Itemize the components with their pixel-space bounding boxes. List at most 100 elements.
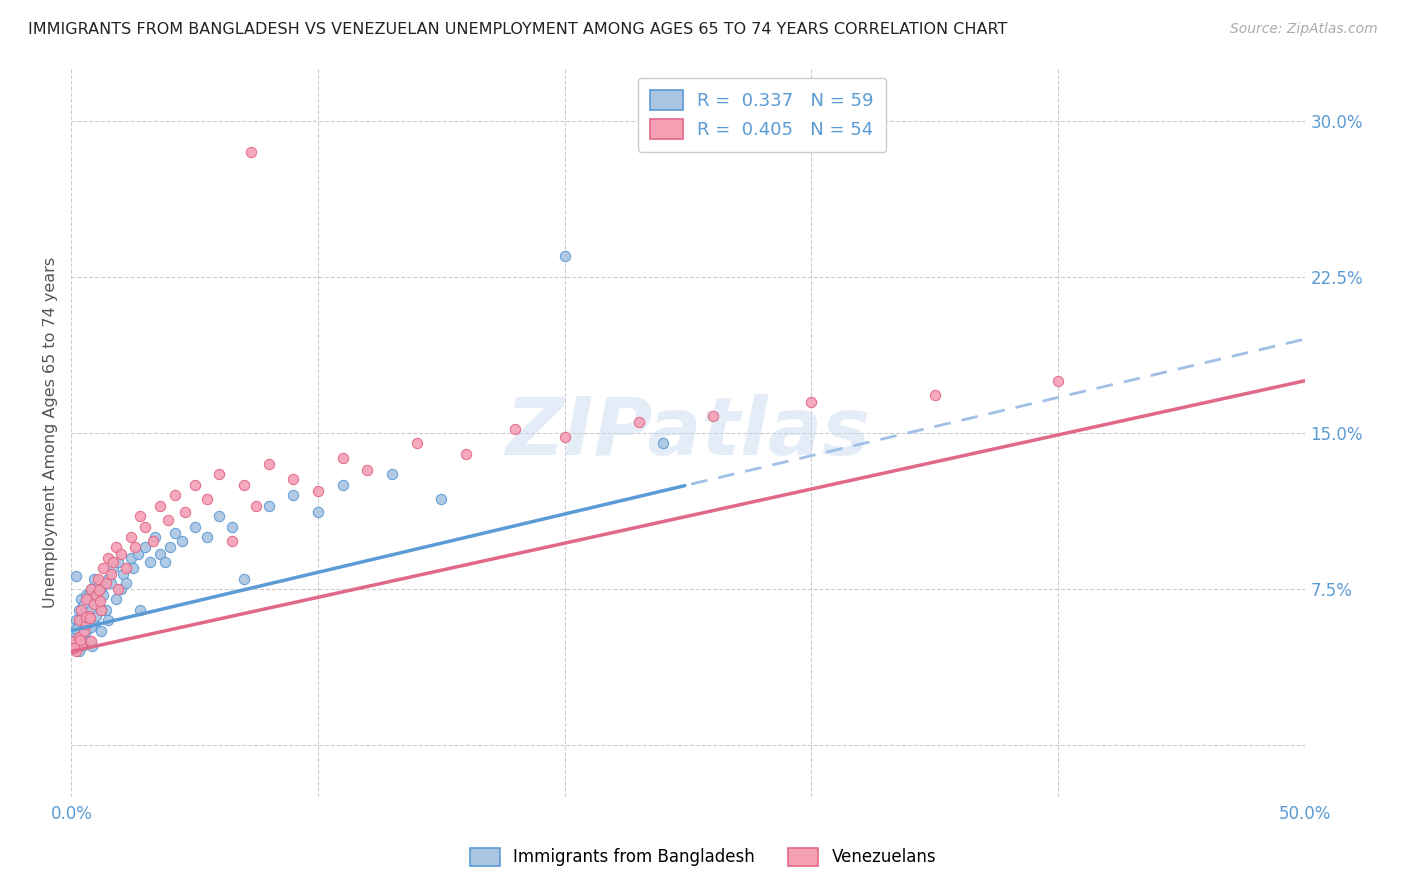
Point: [77, 609, 100, 624]
Point: [172, 534, 194, 549]
Point: [77, 634, 100, 648]
Point: [87, 577, 110, 591]
Point: [97, 550, 120, 565]
Point: [139, 555, 162, 569]
Point: [67, 613, 90, 627]
Point: [72, 597, 94, 611]
Point: [90, 624, 112, 638]
Point: [149, 547, 172, 561]
Point: [72, 609, 94, 624]
Point: [87, 582, 110, 597]
Point: [122, 561, 145, 575]
Point: [233, 572, 256, 586]
Point: [800, 394, 823, 409]
Point: [107, 582, 129, 596]
Point: [90, 582, 112, 596]
Point: [70, 630, 93, 644]
Point: [87, 597, 110, 611]
Point: [183, 478, 205, 492]
Point: [93, 561, 115, 575]
Point: [75, 617, 97, 632]
Point: [240, 145, 263, 159]
Point: [84, 588, 107, 602]
Point: [702, 409, 724, 424]
Point: [97, 572, 120, 586]
Point: [173, 505, 195, 519]
Point: [114, 575, 136, 590]
Point: [332, 478, 354, 492]
Point: [94, 575, 117, 590]
Point: [627, 416, 650, 430]
Legend: R =  0.337   N = 59, R =  0.405   N = 54: R = 0.337 N = 59, R = 0.405 N = 54: [638, 78, 886, 152]
Point: [96, 613, 118, 627]
Point: [75, 624, 97, 638]
Point: [110, 582, 132, 596]
Point: [84, 592, 107, 607]
Point: [195, 530, 218, 544]
Point: [70, 603, 93, 617]
Point: [63, 640, 86, 655]
Point: [120, 550, 142, 565]
Point: [75, 609, 97, 624]
Point: [67, 617, 90, 632]
Point: [82, 639, 104, 653]
Point: [120, 530, 142, 544]
Point: [72, 638, 94, 652]
Point: [79, 611, 101, 625]
Point: [505, 422, 527, 436]
Point: [104, 592, 127, 607]
Point: [80, 603, 103, 617]
Point: [134, 541, 156, 555]
Point: [283, 472, 305, 486]
Point: [142, 534, 165, 549]
Point: [153, 555, 176, 569]
Point: [430, 492, 453, 507]
Point: [257, 457, 280, 471]
Point: [221, 519, 243, 533]
Point: [307, 484, 329, 499]
Point: [70, 592, 93, 607]
Point: [163, 488, 186, 502]
Point: [77, 588, 100, 602]
Point: [221, 534, 243, 549]
Point: [107, 555, 129, 569]
Point: [554, 249, 576, 263]
Text: Source: ZipAtlas.com: Source: ZipAtlas.com: [1230, 22, 1378, 37]
Point: [114, 561, 136, 575]
Point: [183, 519, 205, 533]
Point: [84, 609, 107, 624]
Point: [80, 620, 103, 634]
Point: [65, 622, 87, 636]
Point: [149, 499, 172, 513]
Legend: Immigrants from Bangladesh, Venezuelans: Immigrants from Bangladesh, Venezuelans: [461, 839, 945, 875]
Point: [65, 634, 87, 648]
Point: [245, 499, 267, 513]
Point: [75, 592, 97, 607]
Point: [77, 613, 100, 627]
Point: [83, 572, 105, 586]
Point: [103, 561, 125, 575]
Point: [83, 617, 105, 632]
Y-axis label: Unemployment Among Ages 65 to 74 years: Unemployment Among Ages 65 to 74 years: [44, 257, 58, 608]
Point: [156, 513, 179, 527]
Point: [134, 519, 156, 533]
Point: [1047, 374, 1070, 388]
Point: [127, 547, 149, 561]
Point: [62, 634, 84, 648]
Point: [454, 447, 477, 461]
Point: [100, 575, 122, 590]
Point: [924, 388, 946, 402]
Point: [69, 633, 91, 648]
Point: [83, 597, 105, 611]
Point: [103, 555, 125, 569]
Point: [65, 644, 87, 658]
Point: [652, 436, 675, 450]
Point: [90, 603, 112, 617]
Point: [405, 436, 427, 450]
Point: [163, 525, 186, 540]
Point: [356, 463, 378, 477]
Point: [124, 541, 146, 555]
Point: [89, 594, 111, 608]
Point: [332, 450, 354, 465]
Point: [67, 603, 90, 617]
